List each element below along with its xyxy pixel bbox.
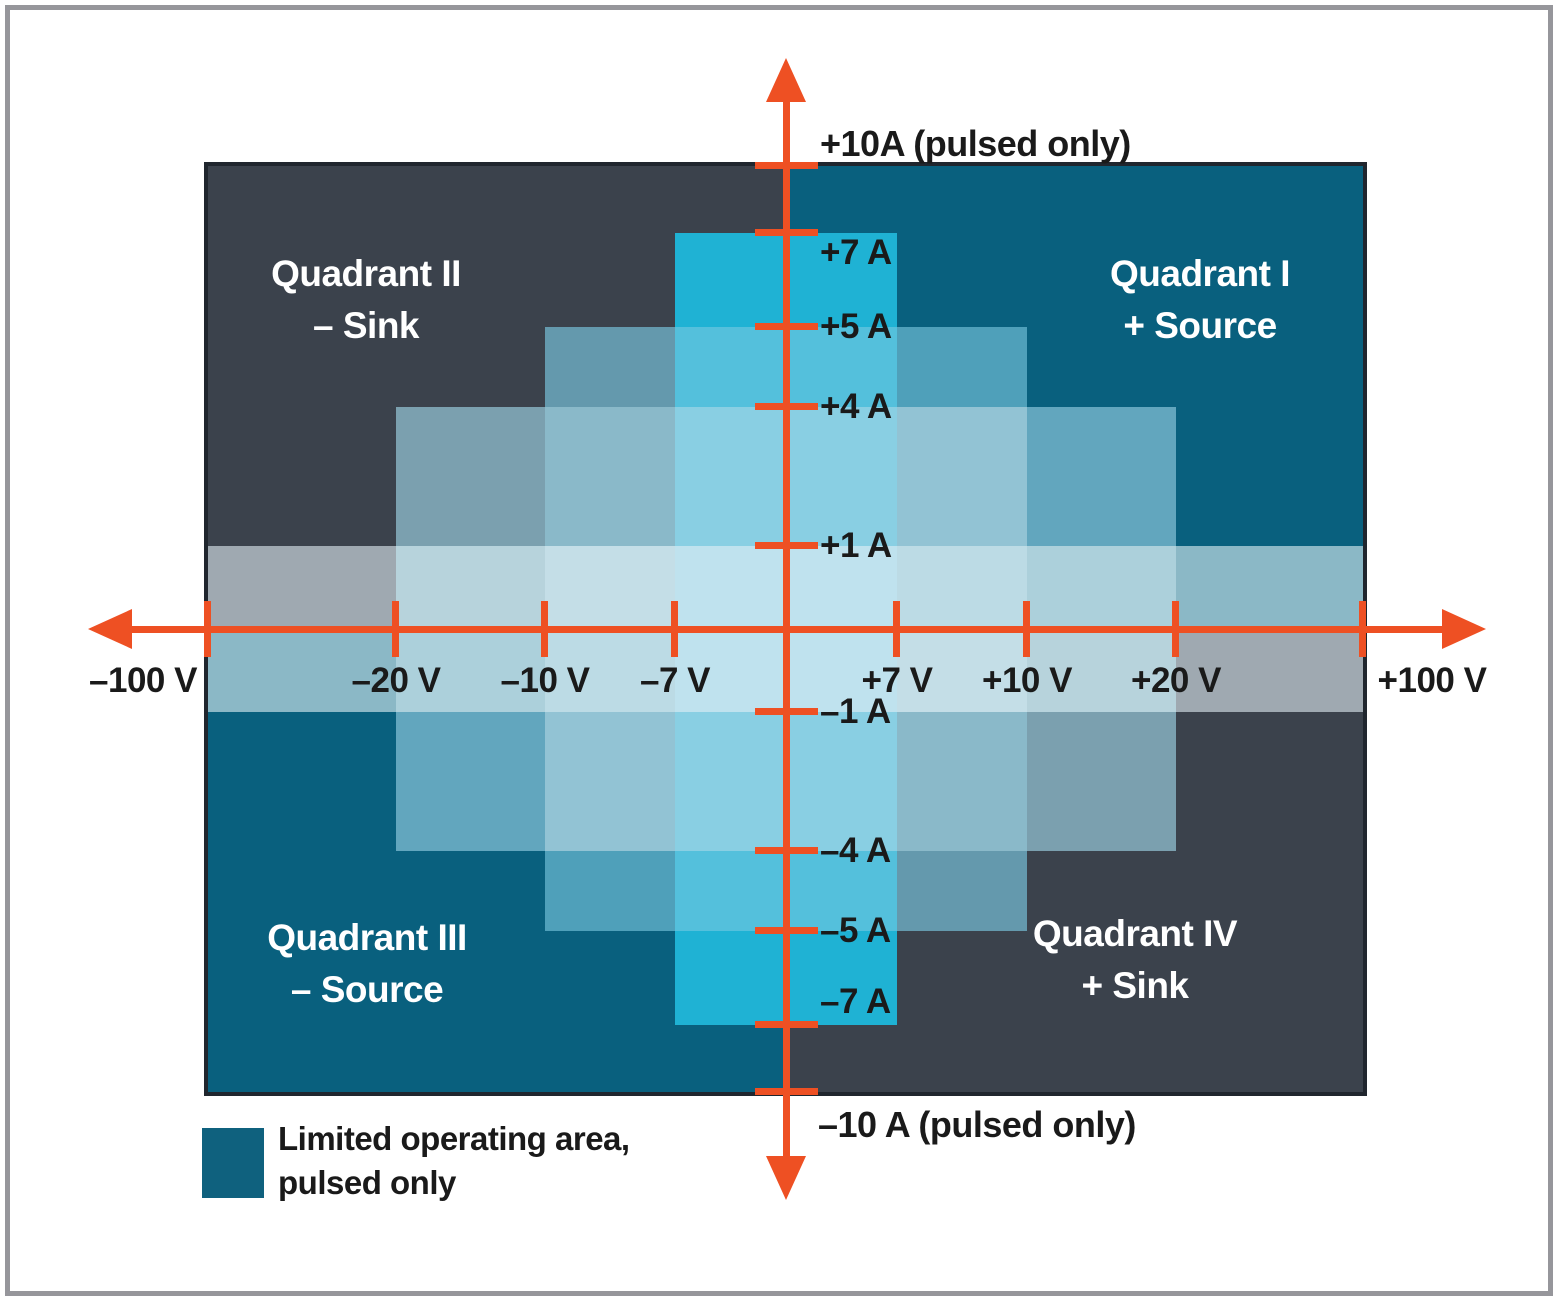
y-axis-tick [755,403,818,410]
x-tick-label: +20 V [1131,661,1221,700]
y-tick-label: –5 A [820,911,891,950]
y-tick-label: +7 A [820,233,892,272]
operating-area-cell [897,327,1027,407]
quadrant-label-line-1: Quadrant III [267,917,467,958]
x-axis-tick [1172,601,1179,657]
x-tick-label: +100 V [1377,661,1487,700]
operating-area-cell [396,629,545,712]
x-axis-tick [1023,601,1030,657]
operating-area-cell [545,546,675,629]
y-axis-tick [755,323,818,330]
operating-area-cell [396,407,545,546]
y-axis-tick [755,847,818,854]
legend-line-1: Limited operating area, [278,1120,630,1157]
x-axis-tick [671,601,678,657]
operating-area-cell [208,629,396,712]
x-tick-label: +10 V [982,661,1072,700]
quadrant-label-line-1: Quadrant IV [1032,913,1238,954]
quadrant-label-line-1: Quadrant II [271,253,461,294]
bottom-axis-annotation: –10 A (pulsed only) [818,1104,1136,1145]
y-axis-line [783,92,790,1160]
x-axis-tick [541,601,548,657]
operating-area-cell [897,629,1027,712]
operating-area-cell [208,546,396,629]
operating-area-cell [1176,546,1363,629]
x-tick-label: –20 V [351,661,441,700]
top-axis-annotation: +10A (pulsed only) [820,123,1131,164]
y-axis-tick [755,708,818,715]
y-tick-label: –1 A [820,692,891,731]
operating-area-cell [396,712,545,851]
operating-area-cell [1027,546,1176,629]
operating-area-cell [1027,712,1176,851]
quadrant-iv-label: Quadrant IV + Sink [1032,908,1238,1012]
x-axis-tick [1359,601,1366,657]
operating-area-cell [545,327,675,407]
operating-area-cell [545,407,675,546]
operating-area-cell [396,546,545,629]
operating-area-cell [897,407,1027,546]
y-axis-tick [755,1021,818,1028]
y-tick-label: –7 A [820,982,891,1021]
x-tick-label: +7 V [861,661,933,700]
y-tick-label: +5 A [820,307,892,346]
y-axis-edge-tick [755,162,818,169]
quadrant-label-line-2: + Sink [1081,965,1189,1006]
legend-line-2: pulsed only [278,1164,456,1201]
x-tick-label: –100 V [89,661,197,700]
legend-label: Limited operating area, pulsed only [278,1117,630,1205]
y-axis-tick [755,229,818,236]
y-axis-arrow-down-icon [766,1156,806,1200]
quadrant-iii-label: Quadrant III – Source [267,912,467,1016]
x-axis-arrow-right-icon [1442,609,1486,649]
x-tick-label: –10 V [500,661,590,700]
quadrant-ii-label: Quadrant II – Sink [271,248,461,352]
x-axis-arrow-left-icon [88,609,132,649]
operating-area-cell [897,546,1027,629]
y-tick-label: +1 A [820,526,892,565]
operating-area-cell [897,851,1027,931]
x-axis-tick [392,601,399,657]
y-tick-label: –4 A [820,831,891,870]
operating-area-cell [1176,629,1363,712]
legend-swatch [202,1128,264,1198]
y-axis-edge-tick [755,1088,818,1095]
x-axis-tick [204,601,211,657]
quadrant-label-line-1: Quadrant I [1109,253,1291,294]
x-axis-tick [893,601,900,657]
y-axis-tick [755,542,818,549]
operating-area-cell [897,712,1027,851]
y-axis-tick [755,927,818,934]
y-axis-arrow-up-icon [766,58,806,102]
operating-area-cell [1027,407,1176,546]
operating-area-cell [545,851,675,931]
operating-area-cell [545,712,675,851]
x-tick-label: –7 V [640,661,711,700]
y-tick-label: +4 A [820,387,892,426]
operating-area-cell [545,629,675,712]
quadrant-i-label: Quadrant I + Source [1109,248,1291,352]
quadrant-label-line-2: – Source [290,969,444,1010]
operating-area-cell [1027,629,1176,712]
quadrant-label-line-2: + Source [1123,305,1277,346]
quadrant-label-line-2: – Sink [313,305,419,346]
